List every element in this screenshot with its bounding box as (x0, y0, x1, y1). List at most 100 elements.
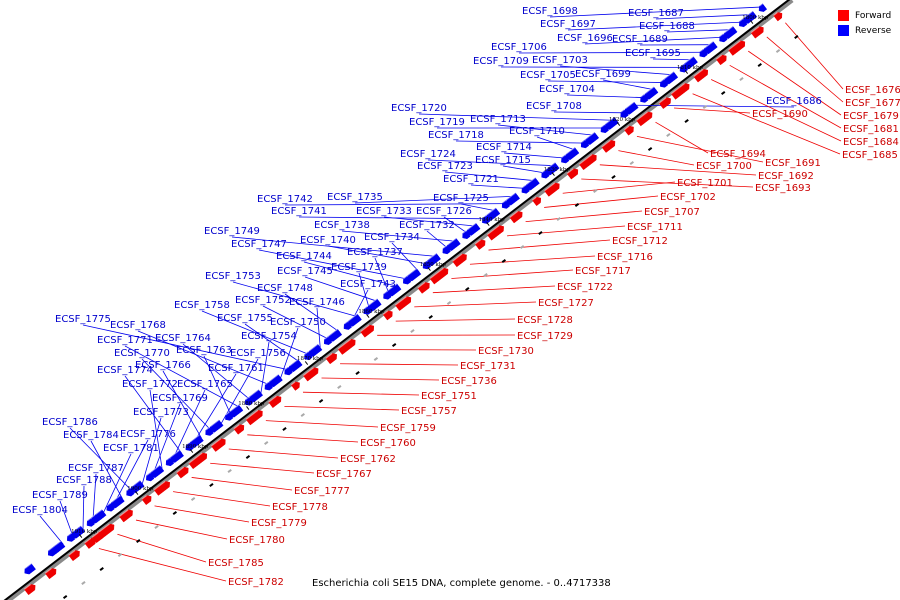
gene-label-ecsf-1710[interactable]: ECSF_1710 (509, 126, 565, 137)
gene-label-ecsf-1697[interactable]: ECSF_1697 (540, 19, 596, 30)
gene-label-ecsf-1704[interactable]: ECSF_1704 (539, 84, 595, 95)
gene-label-ecsf-1769[interactable]: ECSF_1769 (152, 393, 208, 404)
gene-label-ecsf-1684[interactable]: ECSF_1684 (843, 137, 899, 148)
gene-label-ecsf-1740[interactable]: ECSF_1740 (300, 235, 356, 246)
gene-label-ecsf-1773[interactable]: ECSF_1773 (133, 407, 189, 418)
gene-label-ecsf-1743[interactable]: ECSF_1743 (340, 279, 396, 290)
gene-label-ecsf-1689[interactable]: ECSF_1689 (612, 34, 668, 45)
gene-label-ecsf-1749[interactable]: ECSF_1749 (204, 226, 260, 237)
gene-label-ecsf-1781[interactable]: ECSF_1781 (103, 443, 159, 454)
gene-label-ecsf-1762[interactable]: ECSF_1762 (340, 454, 396, 465)
gene-label-ecsf-1717[interactable]: ECSF_1717 (575, 266, 631, 277)
gene-label-ecsf-1775[interactable]: ECSF_1775 (55, 314, 111, 325)
gene-label-ecsf-1771[interactable]: ECSF_1771 (97, 335, 153, 346)
gene-label-ecsf-1765[interactable]: ECSF_1765 (177, 379, 233, 390)
gene-label-ecsf-1758[interactable]: ECSF_1758 (174, 300, 230, 311)
gene-label-ecsf-1739[interactable]: ECSF_1739 (331, 262, 387, 273)
gene-label-ecsf-1780[interactable]: ECSF_1780 (229, 535, 285, 546)
gene-label-ecsf-1742[interactable]: ECSF_1742 (257, 194, 313, 205)
gene-label-ecsf-1691[interactable]: ECSF_1691 (765, 158, 821, 169)
gene-label-ecsf-1745[interactable]: ECSF_1745 (277, 266, 333, 277)
gene-label-ecsf-1686[interactable]: ECSF_1686 (766, 96, 822, 107)
gene-label-ecsf-1756[interactable]: ECSF_1756 (230, 348, 286, 359)
gene-label-ecsf-1676[interactable]: ECSF_1676 (845, 85, 900, 96)
gene-label-ecsf-1699[interactable]: ECSF_1699 (575, 69, 631, 80)
gene-label-ecsf-1700[interactable]: ECSF_1700 (696, 161, 752, 172)
gene-label-ecsf-1750[interactable]: ECSF_1750 (270, 317, 326, 328)
gene-label-ecsf-1738[interactable]: ECSF_1738 (314, 220, 370, 231)
gene-label-ecsf-1760[interactable]: ECSF_1760 (360, 438, 416, 449)
gene-label-ecsf-1727[interactable]: ECSF_1727 (538, 298, 594, 309)
gene-label-ecsf-1733[interactable]: ECSF_1733 (356, 206, 412, 217)
gene-label-ecsf-1705[interactable]: ECSF_1705 (520, 70, 576, 81)
gene-label-ecsf-1782[interactable]: ECSF_1782 (228, 577, 284, 588)
gene-label-ecsf-1746[interactable]: ECSF_1746 (289, 297, 345, 308)
gene-label-ecsf-1788[interactable]: ECSF_1788 (56, 475, 112, 486)
gene-label-ecsf-1768[interactable]: ECSF_1768 (110, 320, 166, 331)
gene-label-ecsf-1752[interactable]: ECSF_1752 (235, 295, 291, 306)
gene-label-ecsf-1677[interactable]: ECSF_1677 (845, 98, 900, 109)
gene-label-ecsf-1709[interactable]: ECSF_1709 (473, 56, 529, 67)
gene-label-ecsf-1698[interactable]: ECSF_1698 (522, 6, 578, 17)
gene-label-ecsf-1712[interactable]: ECSF_1712 (612, 236, 668, 247)
gene-label-ecsf-1786[interactable]: ECSF_1786 (42, 417, 98, 428)
gene-label-ecsf-1707[interactable]: ECSF_1707 (644, 207, 700, 218)
gene-label-ecsf-1753[interactable]: ECSF_1753 (205, 271, 261, 282)
gene-label-ecsf-1789[interactable]: ECSF_1789 (32, 490, 88, 501)
gene-label-ecsf-1694[interactable]: ECSF_1694 (710, 149, 766, 160)
gene-label-ecsf-1681[interactable]: ECSF_1681 (843, 124, 899, 135)
gene-label-ecsf-1761[interactable]: ECSF_1761 (208, 363, 264, 374)
gene-label-ecsf-1772[interactable]: ECSF_1772 (122, 379, 178, 390)
gene-label-ecsf-1744[interactable]: ECSF_1744 (276, 251, 332, 262)
gene-label-ecsf-1716[interactable]: ECSF_1716 (597, 252, 653, 263)
gene-label-ecsf-1778[interactable]: ECSF_1778 (272, 502, 328, 513)
gene-label-ecsf-1692[interactable]: ECSF_1692 (758, 171, 814, 182)
gene-label-ecsf-1748[interactable]: ECSF_1748 (257, 283, 313, 294)
gene-label-ecsf-1725[interactable]: ECSF_1725 (433, 193, 489, 204)
gene-label-ecsf-1679[interactable]: ECSF_1679 (843, 111, 899, 122)
gene-label-ecsf-1774[interactable]: ECSF_1774 (97, 365, 153, 376)
gene-label-ecsf-1776[interactable]: ECSF_1776 (120, 429, 176, 440)
gene-label-ecsf-1718[interactable]: ECSF_1718 (428, 130, 484, 141)
gene-label-ecsf-1735[interactable]: ECSF_1735 (327, 192, 383, 203)
gene-label-ecsf-1728[interactable]: ECSF_1728 (517, 315, 573, 326)
gene-label-ecsf-1770[interactable]: ECSF_1770 (114, 348, 170, 359)
gene-label-ecsf-1726[interactable]: ECSF_1726 (416, 206, 472, 217)
gene-label-ecsf-1732[interactable]: ECSF_1732 (399, 220, 455, 231)
gene-label-ecsf-1729[interactable]: ECSF_1729 (517, 331, 573, 342)
gene-label-ecsf-1751[interactable]: ECSF_1751 (421, 391, 477, 402)
gene-label-ecsf-1759[interactable]: ECSF_1759 (380, 423, 436, 434)
gene-label-ecsf-1736[interactable]: ECSF_1736 (441, 376, 497, 387)
gene-label-ecsf-1723[interactable]: ECSF_1723 (417, 161, 473, 172)
gene-label-ecsf-1708[interactable]: ECSF_1708 (526, 101, 582, 112)
gene-label-ecsf-1711[interactable]: ECSF_1711 (627, 222, 683, 233)
gene-label-ecsf-1731[interactable]: ECSF_1731 (460, 361, 516, 372)
gene-label-ecsf-1714[interactable]: ECSF_1714 (476, 142, 532, 153)
gene-label-ecsf-1754[interactable]: ECSF_1754 (241, 331, 297, 342)
gene-label-ecsf-1785[interactable]: ECSF_1785 (208, 558, 264, 569)
gene-label-ecsf-1713[interactable]: ECSF_1713 (470, 114, 526, 125)
gene-label-ecsf-1784[interactable]: ECSF_1784 (63, 430, 119, 441)
gene-label-ecsf-1763[interactable]: ECSF_1763 (176, 345, 232, 356)
gene-label-ecsf-1730[interactable]: ECSF_1730 (478, 346, 534, 357)
gene-label-ecsf-1747[interactable]: ECSF_1747 (231, 239, 287, 250)
gene-label-ecsf-1715[interactable]: ECSF_1715 (475, 155, 531, 166)
gene-label-ecsf-1688[interactable]: ECSF_1688 (639, 21, 695, 32)
gene-label-ecsf-1703[interactable]: ECSF_1703 (532, 55, 588, 66)
gene-label-ecsf-1695[interactable]: ECSF_1695 (625, 48, 681, 59)
gene-label-ecsf-1757[interactable]: ECSF_1757 (401, 406, 457, 417)
gene-label-ecsf-1685[interactable]: ECSF_1685 (842, 150, 898, 161)
gene-label-ecsf-1741[interactable]: ECSF_1741 (271, 206, 327, 217)
gene-label-ecsf-1724[interactable]: ECSF_1724 (400, 149, 456, 160)
gene-label-ecsf-1702[interactable]: ECSF_1702 (660, 192, 716, 203)
gene-label-ecsf-1706[interactable]: ECSF_1706 (491, 42, 547, 53)
gene-label-ecsf-1701[interactable]: ECSF_1701 (677, 178, 733, 189)
gene-label-ecsf-1766[interactable]: ECSF_1766 (135, 360, 191, 371)
gene-label-ecsf-1779[interactable]: ECSF_1779 (251, 518, 307, 529)
gene-label-ecsf-1722[interactable]: ECSF_1722 (557, 282, 613, 293)
gene-label-ecsf-1777[interactable]: ECSF_1777 (294, 486, 350, 497)
gene-label-ecsf-1687[interactable]: ECSF_1687 (628, 8, 684, 19)
gene-label-ecsf-1787[interactable]: ECSF_1787 (68, 463, 124, 474)
gene-label-ecsf-1755[interactable]: ECSF_1755 (217, 313, 273, 324)
gene-label-ecsf-1719[interactable]: ECSF_1719 (409, 117, 465, 128)
